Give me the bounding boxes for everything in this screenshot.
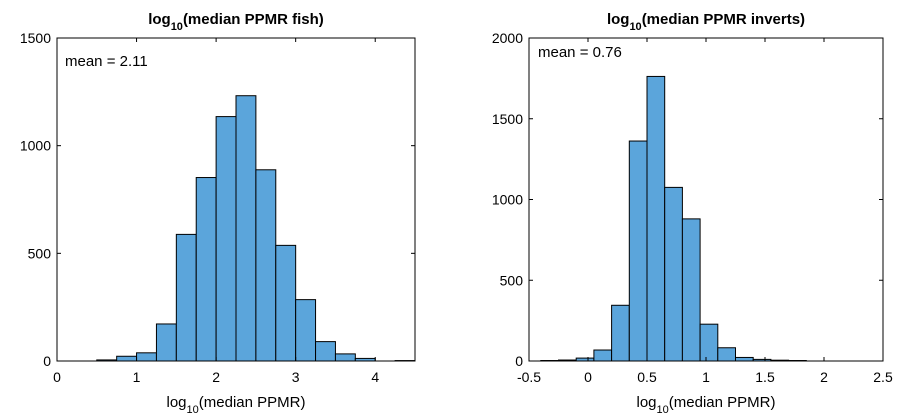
chart-inverts-bar-6 — [646, 75, 666, 362]
chart-fish-bar-13 — [334, 353, 356, 362]
chart-fish-bar-5 — [175, 233, 197, 362]
chart-inverts-xtick-label-3: 1 — [702, 369, 710, 385]
chart-fish-ytick-label-3: 1500 — [20, 30, 51, 46]
chart-fish-mean-annotation: mean = 2.11 — [65, 53, 148, 70]
chart-inverts-ytick-label-3: 1500 — [492, 111, 523, 127]
chart-inverts-mean-annotation: mean = 0.76 — [538, 44, 622, 61]
chart-fish-bar-8 — [235, 95, 257, 362]
chart-inverts-bar-11 — [735, 356, 754, 362]
chart-inverts-xtick-label-2: 0.5 — [637, 369, 657, 385]
chart-inverts-xtick-label-4: 1.5 — [755, 369, 775, 385]
chart-fish-bar-9 — [255, 169, 277, 362]
chart-fish-axes — [56, 37, 416, 362]
chart-fish-bar-7 — [215, 116, 237, 362]
chart-inverts-axes — [528, 37, 884, 362]
chart-fish-xtick-label-2: 2 — [212, 369, 220, 385]
chart-fish-bar-4 — [155, 323, 177, 362]
chart-inverts-bar-7 — [664, 186, 683, 362]
chart-inverts-xlabel: log10(median PPMR) — [637, 394, 776, 416]
chart-inverts: log10(median PPMR inverts) -0.5 0 0.5 1 1.5 2… — [492, 11, 893, 416]
chart-fish-bar-11 — [295, 299, 317, 362]
chart-fish-ytick-label-0: 0 — [43, 353, 51, 369]
chart-inverts-xtick-label-5: 2 — [820, 369, 828, 385]
chart-inverts-ytick-label-0: 0 — [515, 353, 523, 369]
chart-inverts-xtick-label-6: 2.5 — [873, 369, 893, 385]
chart-inverts-xtick-label-1: 0 — [584, 369, 592, 385]
chart-inverts-bar-9 — [699, 323, 719, 362]
chart-inverts-bar-5 — [628, 140, 648, 362]
chart-fish-xtick-label-3: 3 — [292, 369, 300, 385]
chart-inverts-bar-10 — [717, 347, 736, 362]
chart-fish-title: log10(median PPMR fish) — [148, 11, 324, 33]
chart-fish-ytick-label-1: 500 — [28, 245, 52, 261]
chart-fish-ticks: 0 1 2 3 4 0 500 1000 1500 — [20, 30, 415, 385]
chart-fish-bar-10 — [275, 244, 297, 362]
chart-inverts-bar-4 — [611, 304, 630, 362]
chart-inverts-title: log10(median PPMR inverts) — [607, 11, 805, 33]
chart-inverts-bar-3 — [593, 349, 613, 362]
chart-inverts-bar-8 — [681, 218, 701, 362]
chart-fish-bar-3 — [136, 352, 157, 362]
chart-fish-bar-2 — [116, 355, 138, 362]
chart-fish-bars — [96, 95, 416, 362]
chart-inverts-ytick-label-1: 500 — [500, 272, 524, 288]
chart-fish-ytick-label-2: 1000 — [20, 138, 51, 154]
chart-fish-xtick-label-4: 4 — [371, 369, 379, 385]
chart-inverts-ytick-label-2: 1000 — [492, 192, 523, 208]
chart-fish-xtick-label-1: 1 — [133, 369, 141, 385]
chart-inverts-ytick-label-4: 2000 — [492, 30, 523, 46]
chart-fish-xlabel: log10(median PPMR) — [167, 394, 306, 416]
chart-fish: log10(median PPMR fish) 0 1 2 3 4 0 500 1000 150… — [20, 11, 416, 416]
chart-fish-bar-12 — [315, 341, 336, 362]
chart-fish-bar-6 — [195, 177, 217, 362]
chart-inverts-bars — [540, 75, 807, 362]
chart-inverts-xtick-label-0: -0.5 — [517, 369, 541, 385]
chart-fish-xtick-label-0: 0 — [53, 369, 61, 385]
